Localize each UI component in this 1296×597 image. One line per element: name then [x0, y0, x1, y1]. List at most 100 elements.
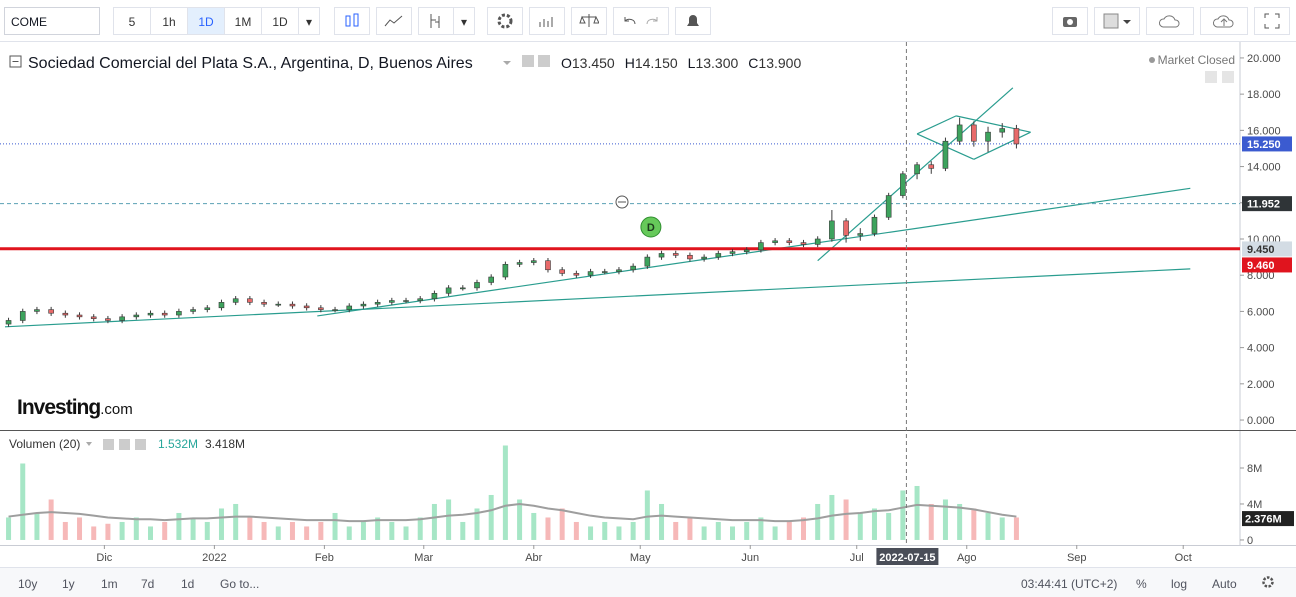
candle-body — [403, 300, 409, 302]
icon — [345, 13, 359, 26]
candle-body — [985, 131, 991, 142]
compare-icon[interactable] — [418, 6, 454, 35]
candle-body — [630, 265, 636, 271]
icon — [687, 14, 699, 26]
volume-bar — [758, 517, 764, 540]
volume-bar — [318, 521, 324, 540]
interval-button[interactable]: 1M — [224, 6, 262, 35]
candle-body — [786, 240, 793, 243]
volume-bar — [218, 508, 224, 540]
title-dropdown[interactable] — [503, 61, 511, 65]
candle-body — [516, 262, 523, 265]
candle-body — [19, 311, 26, 321]
volume-bar — [673, 521, 679, 540]
volume-bar — [800, 517, 806, 540]
candles-icon[interactable] — [334, 6, 370, 35]
volume-dropdown[interactable] — [86, 442, 92, 446]
volume-bar — [176, 512, 182, 540]
candle-body — [218, 302, 225, 309]
x-tick-label: Mar — [414, 552, 433, 564]
alert-icon[interactable] — [675, 6, 711, 35]
average-reading: 3.418M — [205, 437, 245, 451]
volume-bar — [644, 490, 650, 540]
snapshot-icon[interactable] — [1052, 6, 1088, 35]
symbol-input[interactable]: COME — [4, 6, 100, 35]
cloud-save[interactable] — [1200, 6, 1248, 35]
volume-bar — [886, 512, 892, 540]
candle-body — [261, 302, 267, 305]
settings-icon[interactable] — [119, 439, 130, 450]
x-tick-label: Abr — [525, 552, 542, 564]
candle-body — [62, 312, 69, 316]
scroll-icon[interactable] — [1205, 71, 1217, 83]
fullscreen-icon[interactable] — [1254, 6, 1290, 35]
trendline — [916, 115, 957, 135]
auto-toggle[interactable]: Auto — [1212, 577, 1237, 591]
ohlc-value: 13.900 — [758, 55, 801, 71]
indicator-icon[interactable] — [376, 6, 412, 35]
candle-body — [672, 253, 679, 256]
y-tick-label: 18.000 — [1247, 89, 1281, 101]
range-button[interactable]: 1y — [62, 577, 75, 591]
x-tick-label: Dic — [96, 552, 112, 564]
crosshair-label-box — [876, 548, 939, 565]
settings-icon[interactable] — [1261, 575, 1275, 589]
level-label: 11.952 — [1247, 199, 1280, 211]
range-button[interactable]: 10y — [18, 577, 38, 591]
interval-button[interactable]: 1D — [187, 6, 225, 35]
y-tick-label: 8.000 — [1247, 270, 1275, 282]
volume-bar — [928, 503, 934, 540]
volume-bar — [119, 521, 125, 540]
y-tick-label: 0 — [1247, 535, 1253, 547]
scale-icon[interactable] — [571, 6, 607, 35]
candle-body — [829, 220, 835, 240]
trendline — [317, 187, 1191, 317]
ohlc-value: 13.450 — [572, 55, 615, 71]
x-tick-label: Jun — [741, 552, 759, 564]
log-toggle[interactable]: log — [1171, 577, 1188, 591]
candle-body — [871, 216, 878, 234]
candle-body — [119, 316, 125, 321]
x-tick-label: Sep — [1067, 552, 1087, 564]
volume-bar — [559, 508, 565, 540]
volume-bar — [275, 526, 281, 540]
candle-body — [743, 249, 750, 252]
ohlc-label: H — [625, 55, 635, 71]
eye-icon[interactable] — [522, 55, 534, 67]
settings-icon[interactable] — [487, 6, 523, 35]
icon — [1213, 14, 1234, 27]
interval-button[interactable]: 1D — [261, 6, 299, 35]
volume-bar — [602, 521, 608, 540]
candle-body — [559, 269, 565, 274]
volume-bar — [517, 499, 523, 540]
layout-icon[interactable] — [1094, 6, 1140, 35]
cloud-load[interactable] — [1146, 6, 1194, 35]
interval-button[interactable]: 5 — [113, 6, 151, 35]
candle-body — [530, 260, 537, 263]
dropdown[interactable]: ▾ — [453, 6, 475, 35]
candle-body — [857, 233, 864, 236]
scroll-icon[interactable] — [1222, 71, 1234, 83]
goto-button[interactable]: Go to... — [220, 577, 260, 591]
volume-bar — [815, 503, 821, 540]
percent-toggle[interactable]: % — [1136, 577, 1147, 591]
candle-body — [729, 251, 736, 254]
y-tick-label: 20.000 — [1247, 53, 1281, 65]
interval-button[interactable]: 1h — [150, 6, 188, 35]
trendline — [955, 115, 1031, 133]
interval-dropdown[interactable]: ▾ — [298, 6, 320, 35]
candle-body — [34, 309, 40, 312]
level-label-box — [1242, 136, 1292, 152]
collapse-icon[interactable] — [9, 55, 22, 68]
range-button[interactable]: 7d — [141, 577, 155, 591]
undo-redo[interactable] — [613, 6, 669, 35]
candle-body — [105, 318, 111, 321]
close-icon[interactable] — [135, 439, 146, 450]
settings-icon[interactable] — [538, 55, 550, 67]
range-button[interactable]: 1d — [181, 577, 195, 591]
eye-icon[interactable] — [103, 439, 114, 450]
volume-bar — [190, 517, 196, 540]
bars-icon[interactable] — [529, 6, 565, 35]
candle-body — [232, 298, 239, 303]
range-button[interactable]: 1m — [101, 577, 118, 591]
